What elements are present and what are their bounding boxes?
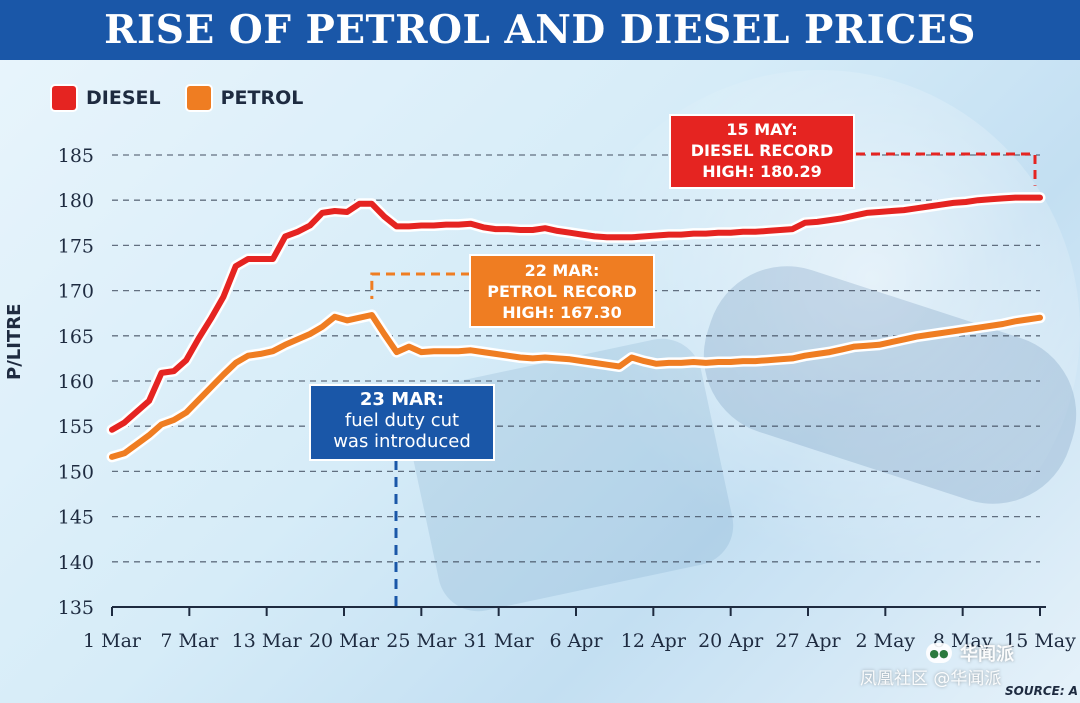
legend: DIESEL PETROL: [52, 86, 329, 110]
y-tick-label-140: 140: [58, 552, 94, 574]
y-tick-label-165: 165: [58, 326, 94, 348]
y-tick-label-150: 150: [58, 461, 94, 483]
x-tick-label-5: 31 Mar: [464, 630, 535, 652]
y-tick-label-185: 185: [58, 145, 94, 167]
series-line-diesel: [109, 194, 1043, 433]
diesel-swatch: [52, 86, 76, 110]
x-tick-label-4: 25 Mar: [386, 630, 457, 652]
diesel-callout-line-2: DIESEL RECORD: [690, 141, 834, 160]
diesel-callout-line-1: 15 MAY:: [726, 120, 798, 139]
legend-label-petrol: PETROL: [220, 87, 304, 109]
y-tick-label-135: 135: [58, 597, 94, 619]
x-tick-label-3: 20 Mar: [309, 630, 380, 652]
duty-callout-line-1: 23 MAR:: [359, 389, 445, 410]
x-tick-label-2: 13 Mar: [232, 630, 303, 652]
legend-item-diesel: DIESEL: [52, 86, 161, 110]
petrol-callout-line-3: HIGH: 167.30: [502, 303, 622, 322]
y-tick-label-145: 145: [58, 507, 94, 529]
watermark-logo: ●● 华闻派: [926, 640, 1014, 666]
y-tick-label-175: 175: [58, 235, 94, 257]
legend-item-petrol: PETROL: [186, 86, 304, 110]
petrol-leader-line: [370, 272, 470, 300]
x-tick-label-12: 15 May: [1004, 630, 1076, 652]
y-tick-label-180: 180: [58, 190, 94, 212]
x-tick-label-9: 27 Apr: [775, 630, 841, 652]
petrol-swatch: [186, 86, 211, 110]
diesel-leader-line: [856, 152, 1037, 186]
petrol-callout-line-2: PETROL RECORD: [487, 282, 637, 301]
title-bar: RISE OF PETROL AND DIESEL PRICES: [0, 0, 1080, 60]
y-axis-label: P/LITRE: [4, 303, 25, 380]
diesel-callout-line-3: HIGH: 180.29: [702, 162, 822, 181]
x-tick-label-0: 1 Mar: [83, 630, 142, 652]
x-tick-label-6: 6 Apr: [549, 630, 603, 652]
petrol-callout-line-1: 22 MAR:: [524, 261, 600, 280]
duty-callout-line-3: was introduced: [333, 431, 471, 452]
x-tick-label-8: 20 Apr: [698, 630, 764, 652]
series-line-petrol: [109, 312, 1043, 460]
diesel-record-callout: 15 MAY: DIESEL RECORD HIGH: 180.29: [671, 116, 853, 187]
x-tick-label-10: 2 May: [856, 630, 916, 652]
fuel-duty-callout: 23 MAR: fuel duty cut was introduced: [311, 386, 493, 459]
duty-callout-line-2: fuel duty cut: [344, 410, 460, 431]
watermark-brand: 华闻派: [960, 644, 1014, 665]
source-label: SOURCE: A: [1005, 684, 1079, 698]
chat-icon: ●●: [926, 643, 952, 663]
watermark-text: 凤凰社区 @华闻派: [860, 669, 1002, 689]
y-tick-label-170: 170: [58, 281, 94, 303]
legend-label-diesel: DIESEL: [86, 87, 161, 109]
x-tick-label-1: 7 Mar: [160, 630, 219, 652]
y-tick-label-160: 160: [58, 371, 94, 393]
x-tick-label-7: 12 Apr: [621, 630, 687, 652]
chart-title: RISE OF PETROL AND DIESEL PRICES: [104, 7, 976, 53]
petrol-record-callout: 22 MAR: PETROL RECORD HIGH: 167.30: [471, 256, 653, 326]
y-tick-label-155: 155: [58, 416, 94, 438]
